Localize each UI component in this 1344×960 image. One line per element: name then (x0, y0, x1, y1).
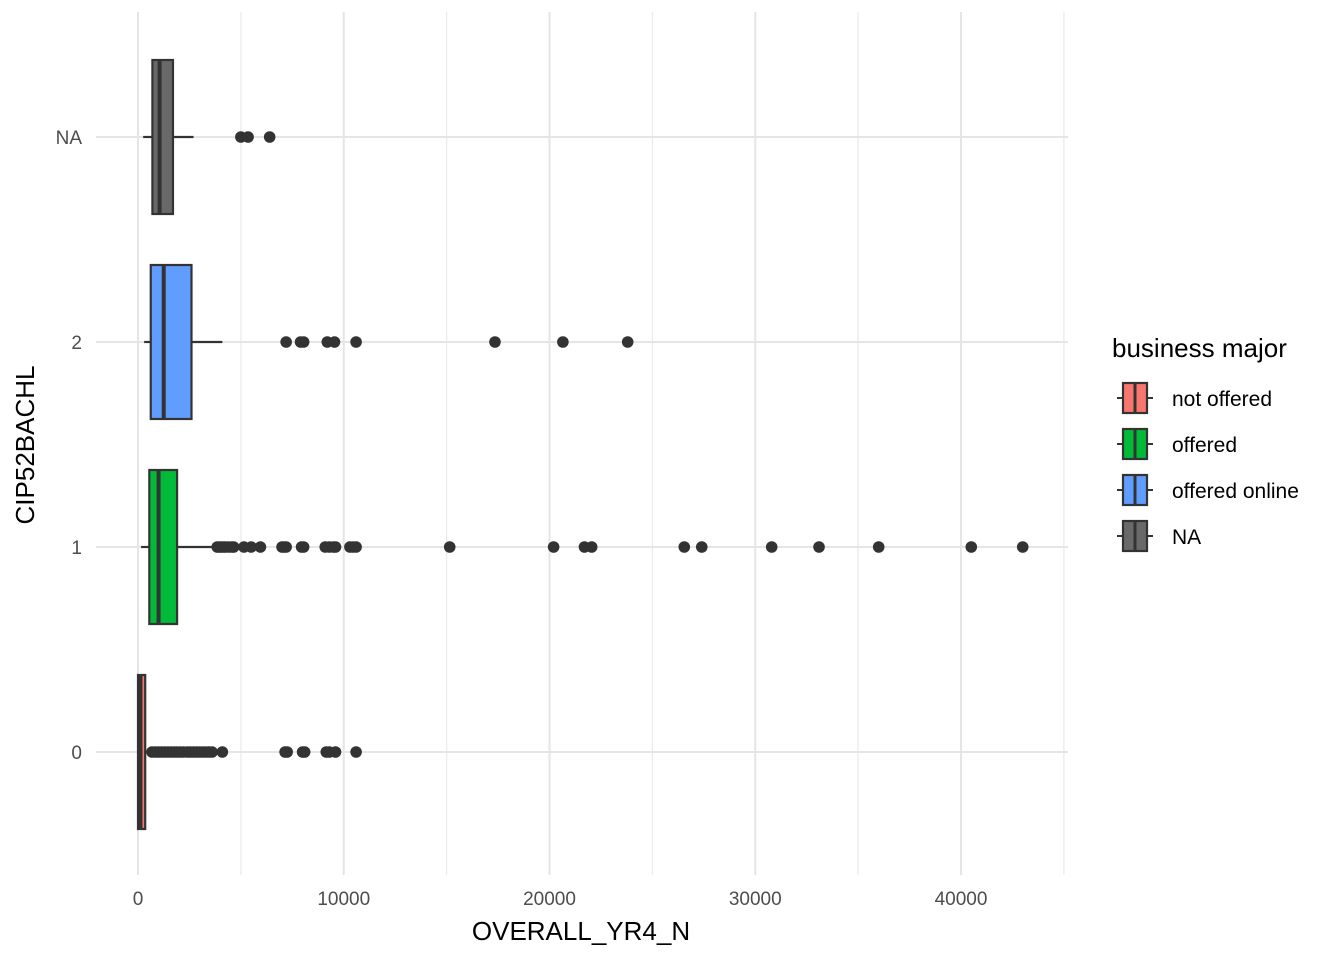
legend-item: offered online (1117, 473, 1299, 507)
outlier-point (695, 541, 708, 553)
outlier-point (621, 336, 634, 348)
outlier-point (329, 746, 342, 758)
outlier-point (242, 131, 254, 143)
box-iqr (148, 468, 179, 626)
y-tick-label: 2 (71, 333, 82, 354)
outlier-point (297, 541, 310, 553)
outlier-point (298, 746, 311, 758)
x-axis-title: OVERALL_YR4_N (472, 916, 690, 946)
outlier-point (489, 336, 501, 348)
x-tick-label: 30000 (729, 889, 782, 910)
outlier-point (443, 541, 456, 553)
x-tick-label: 0 (133, 889, 144, 910)
outlier-point (350, 336, 362, 348)
outlier-point (350, 541, 362, 553)
box-iqr (151, 58, 175, 216)
outlier-point (227, 541, 240, 553)
outlier-point (297, 336, 310, 348)
outlier-point (1016, 541, 1029, 553)
outlier-point (585, 541, 598, 553)
x-tick-labels: 0 10000 20000 30000 40000 (133, 889, 988, 910)
y-axis-title: CIP52BACHL (10, 366, 40, 525)
outlier-point (547, 541, 560, 553)
box-offered-online (144, 263, 634, 421)
outlier-point (216, 746, 229, 758)
outlier-point (813, 541, 825, 553)
outlier-point (281, 746, 293, 758)
y-tick-labels: 0 1 2 NA (56, 128, 83, 764)
box-na (143, 58, 276, 216)
x-tick-label: 40000 (935, 889, 988, 910)
legend: business major not offered offered offered… (1112, 333, 1299, 553)
outlier-point (245, 541, 257, 553)
outlier-point (965, 541, 978, 553)
outlier-point (557, 336, 569, 348)
legend-label: NA (1172, 526, 1201, 549)
box-not-offered (136, 673, 362, 831)
outlier-point (280, 336, 292, 348)
x-tick-label: 20000 (523, 889, 576, 910)
outlier-point (872, 541, 885, 553)
y-tick-label: 1 (71, 538, 82, 559)
outlier-point (678, 541, 691, 553)
legend-label: offered (1172, 434, 1237, 457)
legend-title: business major (1112, 333, 1287, 363)
x-tick-label: 10000 (317, 889, 370, 910)
box-iqr (149, 263, 193, 421)
y-tick-label: NA (56, 128, 83, 149)
outlier-point (280, 541, 292, 553)
legend-label: offered online (1172, 480, 1299, 503)
box-layer (136, 58, 1029, 831)
box-offered (141, 468, 1029, 626)
legend-label: not offered (1172, 388, 1272, 411)
outlier-point (350, 746, 362, 758)
outlier-point (329, 541, 342, 553)
outlier-point (765, 541, 778, 553)
outlier-point (206, 746, 218, 758)
legend-item: not offered (1117, 381, 1272, 415)
legend-item: NA (1117, 519, 1201, 553)
outlier-point (254, 541, 267, 553)
y-tick-label: 0 (71, 743, 82, 764)
legend-item: offered (1117, 427, 1237, 461)
outlier-point (328, 336, 341, 348)
outlier-point (263, 131, 276, 143)
